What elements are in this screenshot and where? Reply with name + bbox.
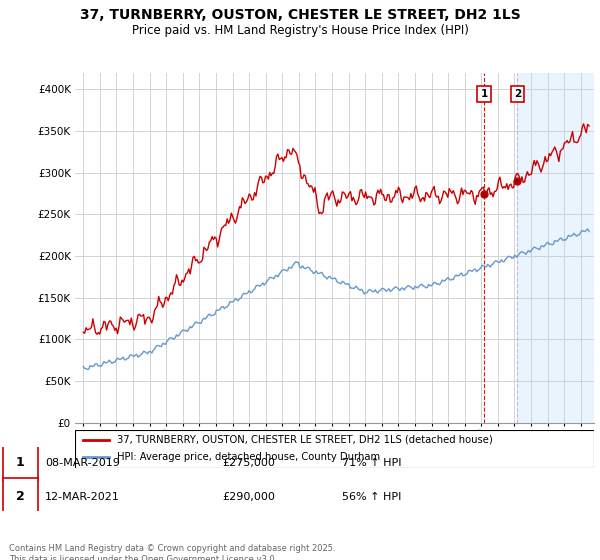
Text: 71% ↑ HPI: 71% ↑ HPI [342, 458, 401, 468]
FancyBboxPatch shape [3, 445, 38, 481]
Text: Contains HM Land Registry data © Crown copyright and database right 2025.
This d: Contains HM Land Registry data © Crown c… [9, 544, 335, 560]
Text: 2: 2 [514, 88, 521, 99]
Text: Price paid vs. HM Land Registry's House Price Index (HPI): Price paid vs. HM Land Registry's House … [131, 24, 469, 36]
Text: 12-MAR-2021: 12-MAR-2021 [45, 492, 120, 502]
Text: 1: 1 [481, 88, 488, 99]
Text: 08-MAR-2019: 08-MAR-2019 [45, 458, 120, 468]
FancyBboxPatch shape [3, 478, 38, 515]
Text: 56% ↑ HPI: 56% ↑ HPI [342, 492, 401, 502]
Text: 37, TURNBERRY, OUSTON, CHESTER LE STREET, DH2 1LS: 37, TURNBERRY, OUSTON, CHESTER LE STREET… [80, 8, 520, 22]
Text: 1: 1 [16, 456, 25, 469]
Text: £275,000: £275,000 [222, 458, 275, 468]
Text: 37, TURNBERRY, OUSTON, CHESTER LE STREET, DH2 1LS (detached house): 37, TURNBERRY, OUSTON, CHESTER LE STREET… [116, 435, 492, 445]
Text: 2: 2 [16, 490, 25, 503]
Text: HPI: Average price, detached house, County Durham: HPI: Average price, detached house, Coun… [116, 452, 380, 463]
Text: £290,000: £290,000 [222, 492, 275, 502]
FancyBboxPatch shape [75, 430, 594, 468]
Bar [517, 73, 594, 423]
